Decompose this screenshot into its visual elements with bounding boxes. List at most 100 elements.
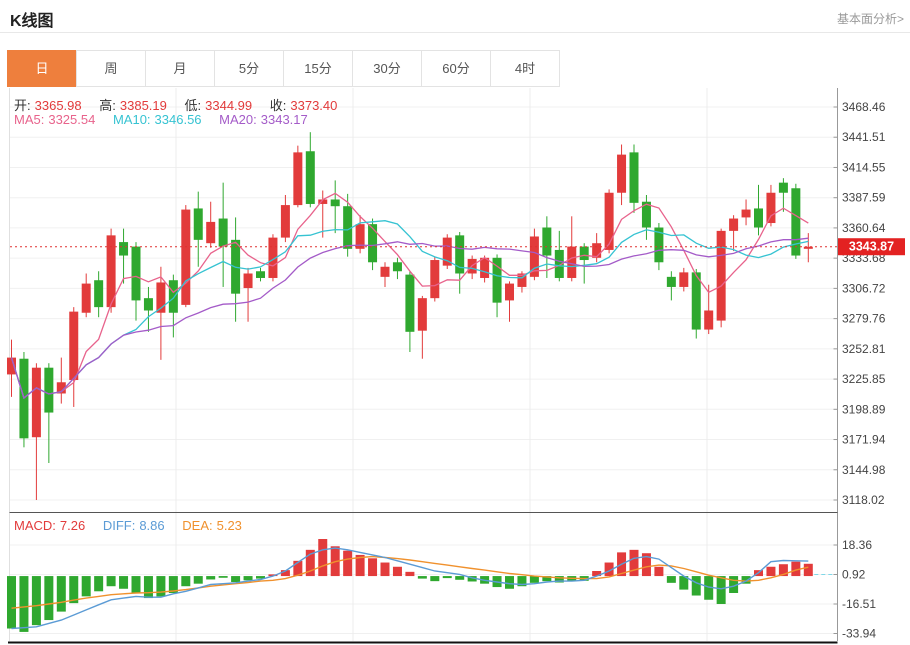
tab-60分[interactable]: 60分 <box>421 50 491 87</box>
candle[interactable] <box>467 255 477 280</box>
tab-15分[interactable]: 15分 <box>283 50 353 87</box>
macd-bar[interactable] <box>417 576 427 579</box>
fundamental-analysis-link[interactable]: 基本面分析> <box>836 12 904 26</box>
candle[interactable] <box>243 267 253 322</box>
macd-bar[interactable] <box>604 562 614 577</box>
macd-bar[interactable] <box>231 576 241 582</box>
candle[interactable] <box>492 254 502 318</box>
candle[interactable] <box>168 274 178 338</box>
tab-4时[interactable]: 4时 <box>490 50 560 87</box>
macd-bar[interactable] <box>156 576 166 597</box>
macd-bar[interactable] <box>791 561 801 577</box>
macd-bar[interactable] <box>31 576 41 626</box>
tab-月[interactable]: 月 <box>145 50 215 87</box>
macd-bar[interactable] <box>654 566 664 577</box>
tab-周[interactable]: 周 <box>76 50 146 87</box>
macd-bar[interactable] <box>243 576 253 581</box>
macd-bar[interactable] <box>455 576 465 580</box>
candle[interactable] <box>679 267 689 292</box>
candle[interactable] <box>554 230 564 282</box>
candle[interactable] <box>666 271 676 301</box>
candle[interactable] <box>716 228 726 328</box>
candle[interactable] <box>617 144 627 206</box>
macd-bar[interactable] <box>741 576 751 584</box>
macd-bar[interactable] <box>343 550 353 577</box>
candle[interactable] <box>268 234 278 282</box>
candle[interactable] <box>355 215 365 254</box>
macd-bar[interactable] <box>529 576 539 583</box>
macd-bar[interactable] <box>293 560 303 577</box>
macd-bar[interactable] <box>430 576 440 582</box>
candle[interactable] <box>480 255 490 283</box>
macd-bar[interactable] <box>305 549 315 577</box>
macd-bar[interactable] <box>442 576 452 579</box>
candle[interactable] <box>592 233 602 263</box>
candle[interactable] <box>778 178 788 212</box>
macd-bar[interactable] <box>19 576 29 632</box>
macd-bar[interactable] <box>143 576 153 599</box>
candle[interactable] <box>442 234 452 270</box>
macd-bar[interactable] <box>94 576 104 592</box>
candle[interactable] <box>143 286 153 332</box>
macd-bar[interactable] <box>554 576 564 583</box>
candle[interactable] <box>803 233 813 263</box>
macd-bar[interactable] <box>256 576 265 579</box>
macd-bar[interactable] <box>716 576 726 604</box>
candle[interactable] <box>529 228 539 281</box>
tab-30分[interactable]: 30分 <box>352 50 422 87</box>
macd-bar[interactable] <box>405 571 415 577</box>
candle[interactable] <box>754 184 763 236</box>
tab-日[interactable]: 日 <box>7 50 77 87</box>
tab-5分[interactable]: 5分 <box>214 50 284 87</box>
candle[interactable] <box>94 271 104 318</box>
candle[interactable] <box>417 295 427 359</box>
macd-bar[interactable] <box>629 549 639 577</box>
macd-bar[interactable] <box>666 576 676 583</box>
macd-bar[interactable] <box>355 554 365 577</box>
candle[interactable] <box>31 363 41 501</box>
macd-bar[interactable] <box>679 576 689 590</box>
macd-bar[interactable] <box>193 576 203 584</box>
macd-bar[interactable] <box>181 576 191 587</box>
candle[interactable] <box>293 145 303 208</box>
macd-bar[interactable] <box>69 576 79 604</box>
macd-bar[interactable] <box>280 570 290 577</box>
macd-bar[interactable] <box>368 558 378 577</box>
candle[interactable] <box>305 132 315 208</box>
macd-bar[interactable] <box>704 576 714 600</box>
macd-bar[interactable] <box>729 576 739 593</box>
macd-bar[interactable] <box>766 566 776 577</box>
candle[interactable] <box>131 242 141 321</box>
macd-bar[interactable] <box>131 576 141 593</box>
candle[interactable] <box>119 228 129 284</box>
macd-bar[interactable] <box>380 562 390 577</box>
candle[interactable] <box>218 182 228 287</box>
candle[interactable] <box>56 357 66 404</box>
candle[interactable] <box>505 281 514 322</box>
macd-bar[interactable] <box>467 576 477 582</box>
candle[interactable] <box>206 201 216 248</box>
macd-bar[interactable] <box>168 576 178 593</box>
candle[interactable] <box>19 351 29 448</box>
candle[interactable] <box>604 189 614 254</box>
candle[interactable] <box>691 269 701 339</box>
candle[interactable] <box>741 199 751 226</box>
candle[interactable] <box>330 180 340 234</box>
candle[interactable] <box>380 262 390 287</box>
macd-bar[interactable] <box>778 564 788 577</box>
macd-bar[interactable] <box>318 539 328 577</box>
macd-bar[interactable] <box>592 570 602 577</box>
candle[interactable] <box>641 194 651 240</box>
candle[interactable] <box>629 144 639 213</box>
macd-bar[interactable] <box>505 576 514 589</box>
macd-bar[interactable] <box>268 574 278 577</box>
candle[interactable] <box>654 223 664 271</box>
candle[interactable] <box>343 193 353 257</box>
macd-bar[interactable] <box>119 576 129 589</box>
candle[interactable] <box>69 307 79 407</box>
macd-bar[interactable] <box>517 576 527 587</box>
candle[interactable] <box>455 231 465 294</box>
candle[interactable] <box>193 191 203 267</box>
macd-bar[interactable] <box>56 576 66 612</box>
macd-bar[interactable] <box>803 563 813 577</box>
